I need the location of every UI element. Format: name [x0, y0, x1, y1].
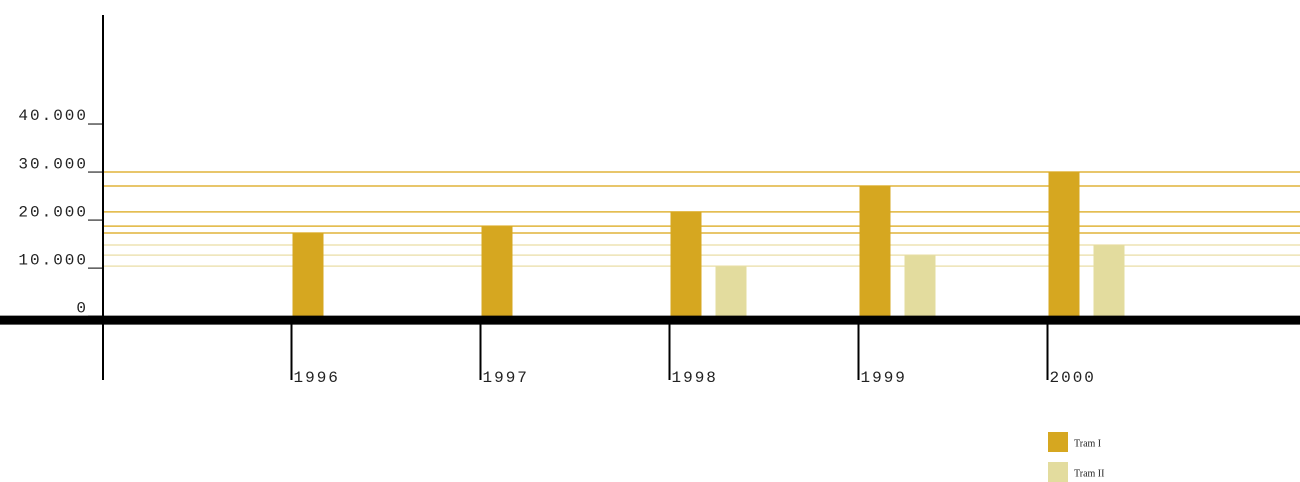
- bar: [715, 266, 747, 317]
- x-tick-label: 1996: [294, 369, 340, 387]
- x-tick-label: 1998: [672, 369, 718, 387]
- bar: [1048, 172, 1080, 317]
- legend-swatch: [1048, 462, 1068, 482]
- x-tick-label: 1999: [861, 369, 907, 387]
- bar: [904, 255, 936, 317]
- legend-label: Tram II: [1074, 468, 1104, 479]
- bar: [1093, 245, 1125, 317]
- y-tick-label: 20.000: [18, 203, 88, 221]
- y-tick-label: 40.000: [18, 107, 88, 125]
- y-tick-label: 0: [76, 299, 88, 317]
- bar: [292, 233, 324, 317]
- legend-swatch: [1048, 432, 1068, 452]
- bar: [859, 185, 891, 317]
- x-tick-label: 1997: [483, 369, 529, 387]
- bar: [670, 211, 702, 317]
- x-tick-label: 2000: [1050, 369, 1096, 387]
- y-tick-label: 10.000: [18, 251, 88, 269]
- bar: [481, 226, 513, 317]
- y-tick-label: 30.000: [18, 155, 88, 173]
- legend-label: Tram I: [1074, 438, 1101, 449]
